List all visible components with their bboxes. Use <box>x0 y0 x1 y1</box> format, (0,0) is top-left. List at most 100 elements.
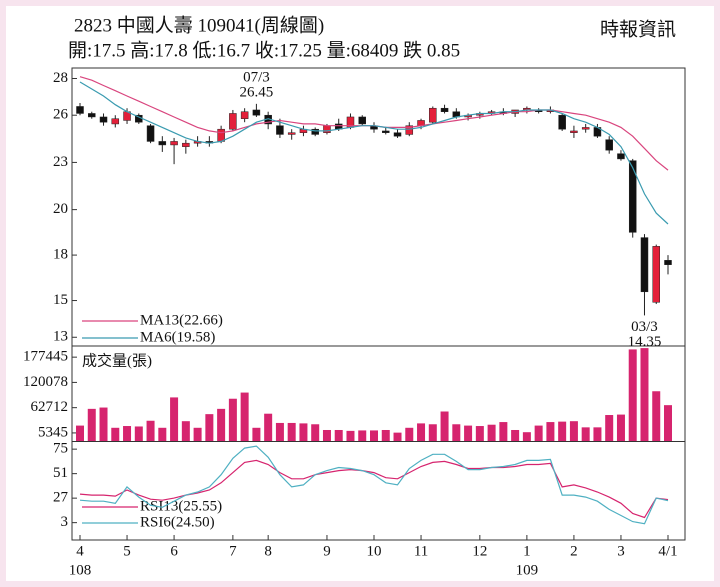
volume-bar <box>87 408 96 441</box>
panel-title: 成交量(張) <box>82 351 152 369</box>
volume-bar <box>370 430 378 441</box>
x-tick-label: 7 <box>229 543 237 559</box>
volume-bar <box>616 414 625 441</box>
volume-bar <box>381 429 390 441</box>
y-tick-label: 26 <box>53 107 69 123</box>
y-tick-label: 23 <box>53 154 68 170</box>
y-tick-label: 13 <box>53 329 68 345</box>
y-tick-label: 18 <box>53 247 68 263</box>
x-tick-label: 1 <box>523 543 531 559</box>
legend-label: MA13(22.66) <box>140 312 223 328</box>
y-tick-label: 20 <box>53 201 68 217</box>
volume-bar <box>487 424 496 441</box>
volume-bar <box>275 422 284 441</box>
y-tick-label: 75 <box>53 441 68 457</box>
volume-bar <box>322 429 331 441</box>
x-tick-label: 8 <box>264 543 272 559</box>
volume-bar <box>652 391 661 441</box>
candle-body <box>652 246 660 303</box>
volume-bar <box>299 423 308 441</box>
y-tick-label: 28 <box>53 70 68 86</box>
line <box>79 445 669 525</box>
y-tick-label: 177445 <box>23 349 68 365</box>
annotation-label: 03/3 <box>631 319 658 335</box>
volume-bar <box>123 426 132 441</box>
candle-body <box>158 141 167 146</box>
x-tick-label: 4/1 <box>658 543 677 559</box>
candle-body <box>393 132 402 137</box>
volume-bar <box>170 397 179 441</box>
frame <box>71 67 686 541</box>
legend-label: MA6(19.58) <box>140 329 215 345</box>
x-year-label: 109 <box>516 562 539 578</box>
x-tick-label: 2 <box>570 543 578 559</box>
candle-body <box>628 160 637 233</box>
volume-bar <box>193 427 202 441</box>
volume-bar <box>405 427 414 441</box>
source: 時報資訊 <box>600 18 676 40</box>
candle-body <box>617 153 625 160</box>
volume-bar <box>534 425 543 441</box>
volume-bar <box>605 415 614 441</box>
volume-bar <box>358 430 367 441</box>
volume-bar <box>264 413 273 441</box>
x-tick-label: 10 <box>367 543 382 559</box>
candle-body <box>240 111 249 119</box>
volume-bar <box>452 424 461 441</box>
volume-bar <box>205 414 214 441</box>
candle-body <box>88 113 96 118</box>
candle-body <box>252 109 261 116</box>
x-tick-label: 6 <box>170 543 178 559</box>
candle-body <box>111 118 120 125</box>
candle-body <box>76 106 84 114</box>
y-tick-label: 120078 <box>23 374 68 390</box>
volume-bar <box>334 429 343 441</box>
y-tick-label: 27 <box>53 490 69 506</box>
x-year-label: 108 <box>69 562 92 578</box>
volume-bar <box>287 422 296 441</box>
legend-label: RSI13(25.55) <box>140 498 222 514</box>
volume-bar <box>581 427 590 441</box>
candle-body <box>229 113 237 130</box>
x-tick-label: 4 <box>76 543 84 559</box>
volume-bar <box>499 422 508 441</box>
volume-bar <box>558 421 567 441</box>
volume-bar <box>593 427 602 441</box>
candle-body <box>146 125 155 142</box>
volume-bar <box>464 425 473 441</box>
volume-bar <box>428 424 437 441</box>
candle-body <box>323 125 331 133</box>
volume-bar <box>569 421 578 441</box>
volume-bar <box>76 425 84 441</box>
y-tick-label: 15 <box>53 292 68 308</box>
y-tick-label: 62712 <box>31 399 69 415</box>
x-tick-label: 9 <box>323 543 331 559</box>
annotation-value: 26.45 <box>240 84 274 100</box>
candle-body <box>664 260 672 265</box>
volume-bar <box>228 398 237 441</box>
legend-label: RSI6(24.50) <box>140 514 215 530</box>
y-tick-label: 51 <box>53 465 68 481</box>
volume-bar <box>417 423 426 441</box>
candle-body <box>182 142 190 147</box>
canvas <box>6 6 714 581</box>
line <box>79 81 669 225</box>
volume-bar <box>640 348 649 441</box>
candle-body <box>170 141 178 146</box>
line <box>79 459 669 519</box>
candle-body <box>570 130 578 133</box>
candle-body <box>558 114 566 130</box>
candle-body <box>605 139 613 151</box>
volume-bar <box>252 427 261 441</box>
volume-bar <box>475 426 484 441</box>
candle-body <box>287 132 296 135</box>
volume-bar <box>217 408 226 441</box>
volume-bar <box>99 407 108 441</box>
volume-bar <box>346 430 355 441</box>
y-tick-label: 5345 <box>38 424 68 440</box>
volume-bar <box>134 426 143 441</box>
candle-body <box>429 107 437 123</box>
volume-bar <box>440 411 449 441</box>
